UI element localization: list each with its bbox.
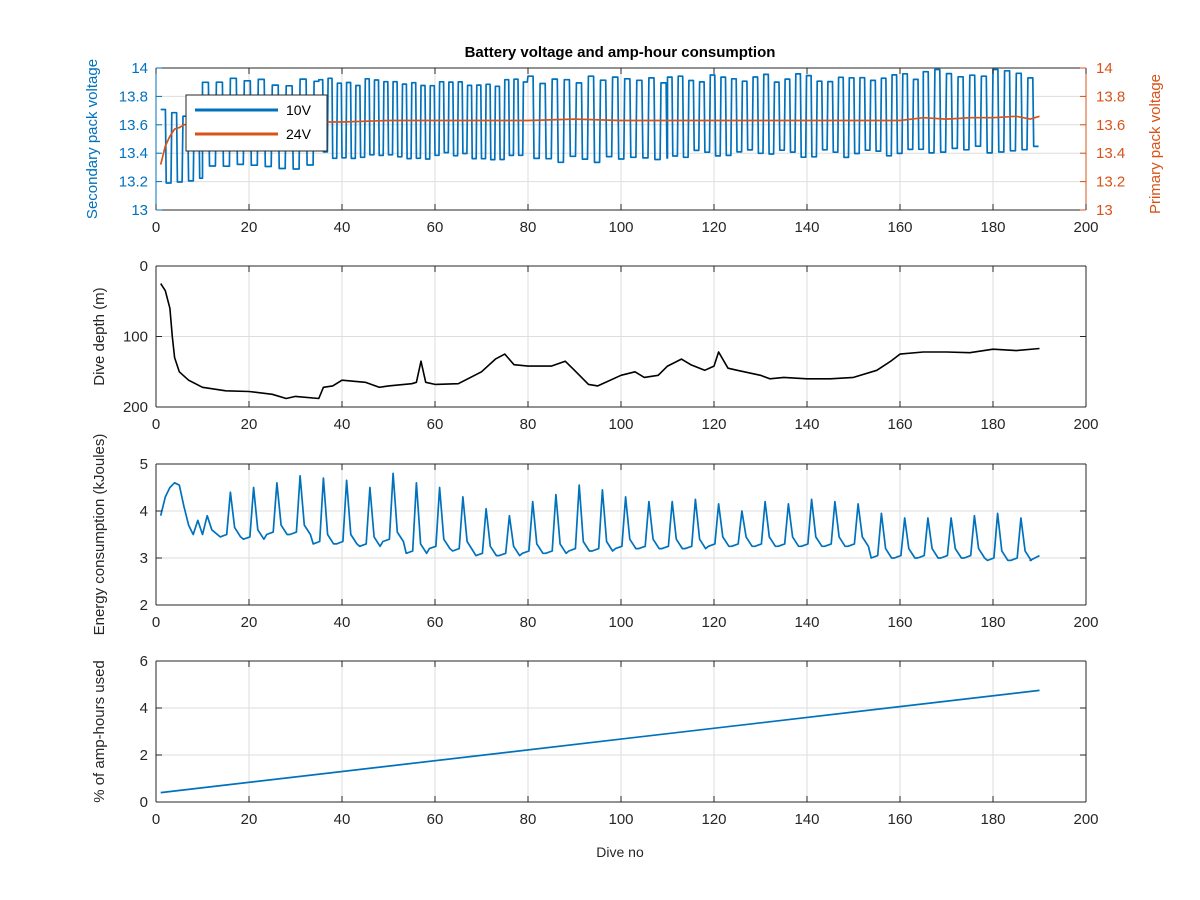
x-tick-label: 40 (334, 219, 351, 236)
y-right-tick-label: 14 (1096, 60, 1113, 77)
series-line-4-1 (160, 689, 1040, 794)
x-tick-label: 40 (334, 416, 351, 433)
x-tick-label: 20 (241, 219, 258, 236)
x-tick-label: 140 (794, 219, 819, 236)
x-tick-label: 180 (980, 811, 1005, 828)
legend: 10V 24V (185, 94, 328, 152)
x-tick-label: 20 (241, 416, 258, 433)
x-tick-label: 80 (520, 614, 537, 631)
series-line-2-1 (160, 283, 1040, 400)
x-tick-label: 60 (427, 614, 444, 631)
x-tick-label: 80 (520, 219, 537, 236)
x-tick-label: 80 (520, 416, 537, 433)
y-tick-label: 13.4 (119, 145, 148, 162)
y-axis-label: Energy consumption (kJoules) (91, 434, 108, 636)
x-tick-label: 140 (794, 416, 819, 433)
x-tick-label: 180 (980, 614, 1005, 631)
y-tick-label: 0 (140, 258, 148, 275)
x-tick-label: 200 (1073, 811, 1098, 828)
chart-panel-1: 0 20 40 60 80 100 120 140 160 180 2001313.213.413.… (84, 59, 1164, 236)
y-tick-label: 2 (140, 747, 148, 764)
y-right-tick-label: 13.8 (1096, 88, 1125, 105)
y-tick-label: 5 (140, 456, 148, 473)
y-axis-right-label: Primary pack voltage (1147, 74, 1164, 214)
y-tick-label: 4 (140, 700, 148, 717)
x-tick-label: 200 (1073, 416, 1098, 433)
x-tick-label: 160 (887, 614, 912, 631)
panels: 0 20 40 60 80 100 120 140 160 180 2001313.213.413.… (84, 59, 1164, 828)
y-tick-label: 13 (131, 202, 148, 219)
x-tick-label: 200 (1073, 219, 1098, 236)
y-right-tick-label: 13.2 (1096, 174, 1125, 191)
x-tick-label: 160 (887, 416, 912, 433)
x-tick-label: 200 (1073, 614, 1098, 631)
x-tick-label: 80 (520, 811, 537, 828)
y-tick-label: 2 (140, 597, 148, 614)
y-tick-label: 13.2 (119, 174, 148, 191)
chart-panel-3: 0 20 40 60 80 100 120 140 160 180 200 2 3 4 5 Energy co… (91, 434, 1099, 636)
x-tick-label: 120 (701, 416, 726, 433)
x-tick-label: 0 (152, 811, 160, 828)
legend-label: 24V (286, 126, 312, 142)
x-tick-label: 180 (980, 219, 1005, 236)
x-tick-label: 40 (334, 614, 351, 631)
x-tick-label: 160 (887, 219, 912, 236)
chart-panel-4: 0 20 40 60 80 100 120 140 160 180 200 0 2 4 6 % of amp-… (91, 653, 1099, 828)
y-axis-label: Secondary pack voltage (84, 59, 101, 219)
y-right-tick-label: 13 (1096, 202, 1113, 219)
x-tick-label: 180 (980, 416, 1005, 433)
x-tick-label: 60 (427, 219, 444, 236)
x-tick-label: 140 (794, 614, 819, 631)
legend-box (185, 94, 328, 152)
legend-label: 10V (286, 102, 312, 118)
y-tick-label: 200 (123, 399, 148, 416)
figure-title: Battery voltage and amp-hour consumption (465, 44, 776, 61)
x-tick-label: 20 (241, 811, 258, 828)
x-tick-label: 60 (427, 811, 444, 828)
x-tick-label: 120 (701, 811, 726, 828)
y-axis-label: % of amp-hours used (91, 660, 108, 803)
series-line-3-1 (159, 472, 1040, 562)
x-tick-label: 120 (701, 614, 726, 631)
y-tick-label: 13.6 (119, 117, 148, 134)
x-tick-label: 0 (152, 614, 160, 631)
x-tick-label: 160 (887, 811, 912, 828)
x-tick-label: 100 (608, 416, 633, 433)
x-tick-label: 100 (608, 219, 633, 236)
series-line-24v (159, 115, 1040, 165)
y-tick-label: 6 (140, 653, 148, 670)
y-axis-label: Dive depth (m) (91, 287, 108, 385)
x-axis-label: Dive no (596, 844, 644, 860)
x-tick-label: 120 (701, 219, 726, 236)
x-tick-label: 40 (334, 811, 351, 828)
x-tick-label: 20 (241, 614, 258, 631)
x-tick-label: 0 (152, 219, 160, 236)
y-tick-label: 0 (140, 794, 148, 811)
y-tick-label: 100 (123, 329, 148, 346)
x-tick-label: 0 (152, 416, 160, 433)
x-tick-label: 140 (794, 811, 819, 828)
x-tick-label: 100 (608, 811, 633, 828)
x-tick-label: 60 (427, 416, 444, 433)
x-tick-label: 100 (608, 614, 633, 631)
y-tick-label: 13.8 (119, 88, 148, 105)
y-right-tick-label: 13.6 (1096, 117, 1125, 134)
y-tick-label: 14 (131, 60, 148, 77)
y-right-tick-label: 13.4 (1096, 145, 1125, 162)
y-tick-label: 4 (140, 503, 148, 520)
y-tick-label: 3 (140, 550, 148, 567)
